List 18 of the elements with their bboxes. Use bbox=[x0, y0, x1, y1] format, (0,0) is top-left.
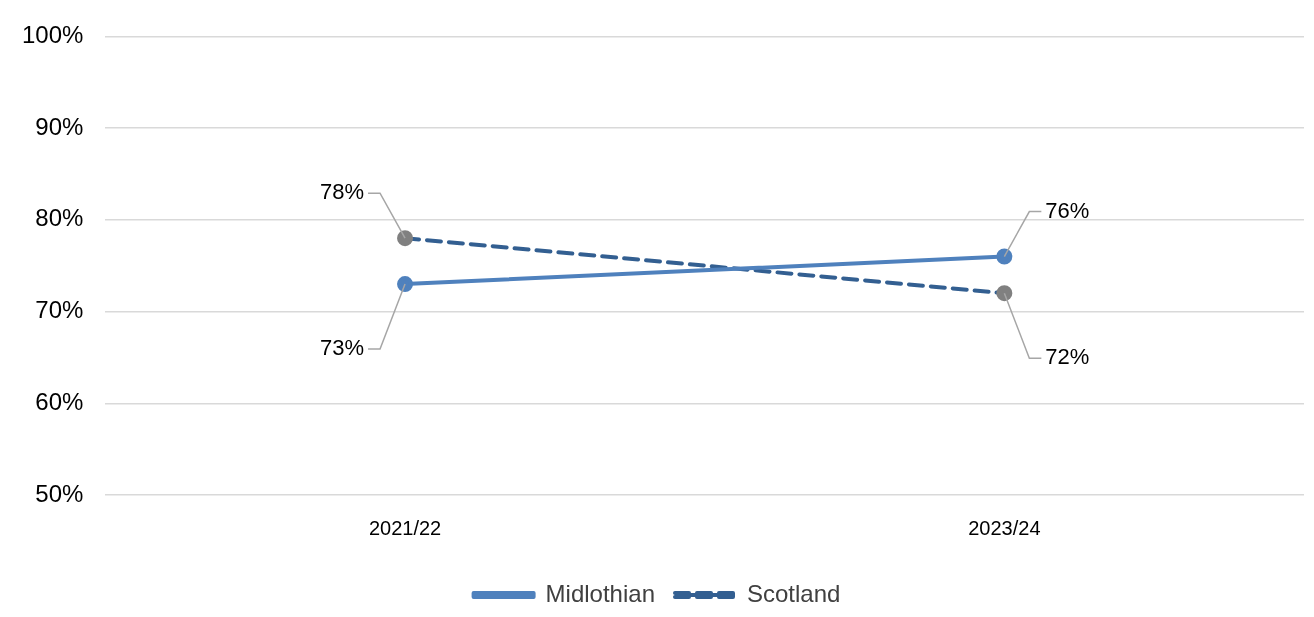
legend-label: Midlothian bbox=[545, 579, 656, 607]
data-label: 72% bbox=[1045, 344, 1090, 370]
data-label: 73% bbox=[319, 335, 365, 361]
y-tick-label: 50% bbox=[35, 479, 84, 507]
data-label: 76% bbox=[1045, 197, 1090, 223]
point bbox=[996, 248, 1013, 265]
point bbox=[397, 230, 414, 247]
point bbox=[996, 285, 1013, 302]
legend-label: Scotland bbox=[747, 579, 841, 607]
y-tick-label: 100% bbox=[21, 21, 84, 49]
x-tick-label: 2021/22 bbox=[368, 516, 442, 539]
data-label: 78% bbox=[319, 179, 365, 205]
y-tick-label: 90% bbox=[35, 112, 84, 140]
x-tick-label: 2023/24 bbox=[968, 516, 1041, 539]
y-tick-label: 80% bbox=[35, 204, 84, 232]
y-tick-label: 70% bbox=[35, 296, 84, 324]
point bbox=[397, 276, 414, 293]
y-tick-label: 60% bbox=[35, 387, 84, 415]
